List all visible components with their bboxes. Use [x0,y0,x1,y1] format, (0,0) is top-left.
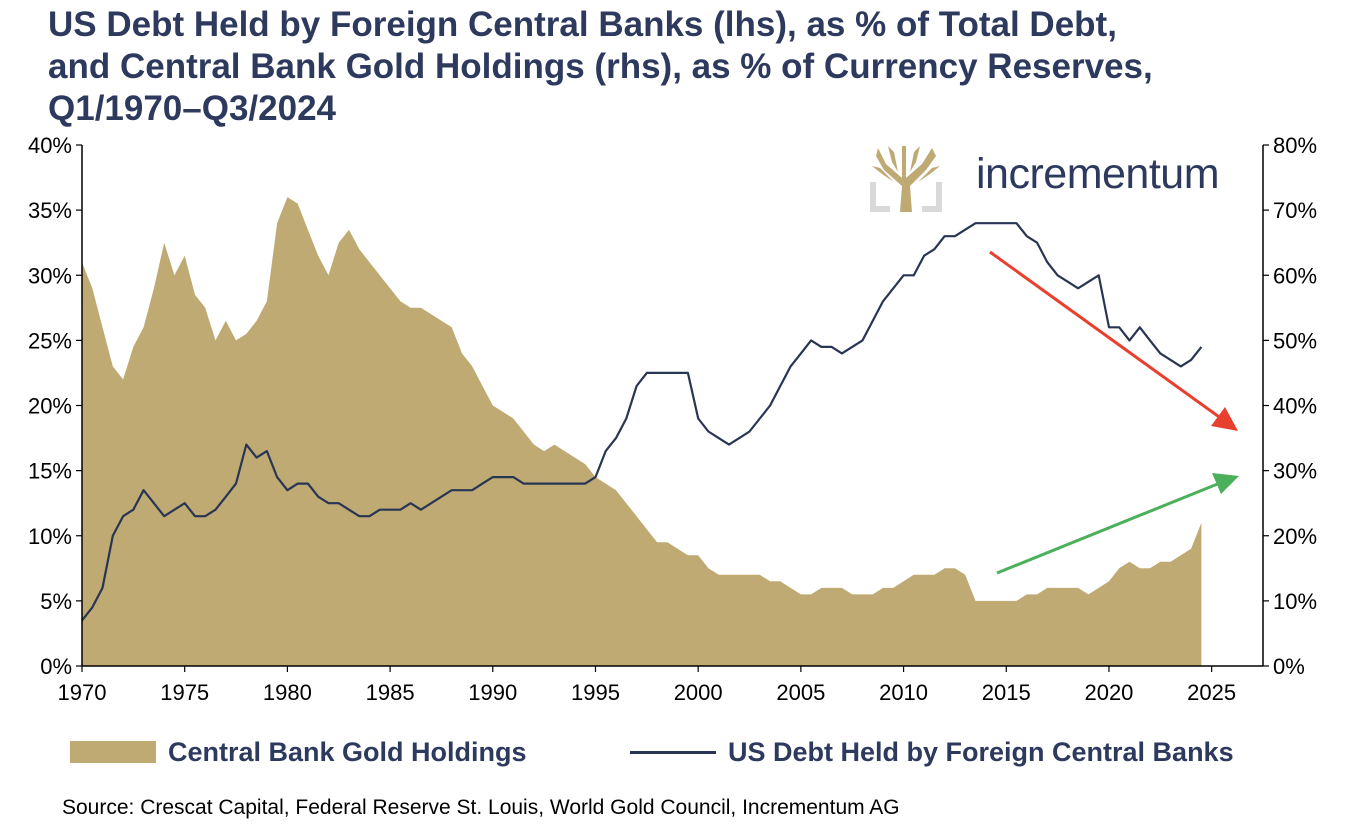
chart-title: US Debt Held by Foreign Central Banks (l… [48,4,1328,130]
y-right-tick-label: 20% [1273,524,1317,549]
y-left-tick-label: 5% [40,589,72,614]
legend-item-gold: Central Bank Gold Holdings [70,732,527,772]
x-tick-label: 1970 [58,680,107,705]
x-tick-label: 2020 [1084,680,1133,705]
y-left-tick-label: 35% [28,198,72,223]
y-left-tick-label: 30% [28,263,72,288]
logo-text: incrementum [976,150,1220,198]
legend-label-debt: US Debt Held by Foreign Central Banks [728,736,1234,767]
y-left-tick-label: 10% [28,524,72,549]
x-tick-label: 1980 [263,680,312,705]
y-left-tick-label: 20% [28,394,72,419]
source-note: Source: Crescat Capital, Federal Reserve… [62,796,900,819]
y-left-tick-label: 15% [28,459,72,484]
legend-item-debt: US Debt Held by Foreign Central Banks [630,732,1234,772]
x-tick-label: 2000 [674,680,723,705]
y-right-tick-label: 40% [1273,394,1317,419]
red-arrow-shaft [989,250,1223,421]
tree-icon [870,146,942,212]
chart-title-line-1: US Debt Held by Foreign Central Banks (l… [48,5,1117,44]
x-tick-label: 2015 [982,680,1031,705]
y-right-tick-label: 30% [1273,459,1317,484]
y-right-tick-label: 80% [1273,133,1317,158]
red-arrow-head [1211,407,1238,431]
gold-holdings-area [82,197,1202,666]
legend-label-gold: Central Bank Gold Holdings [168,736,527,767]
legend-swatch-debt [630,750,716,754]
gold-area-layer [82,197,1202,666]
annotation-arrows [989,250,1239,575]
x-tick-label: 1995 [571,680,620,705]
y-right-tick-label: 70% [1273,198,1317,223]
x-tick-label: 2010 [879,680,928,705]
x-tick-label: 2005 [776,680,825,705]
green-arrow-head [1212,473,1239,494]
incrementum-logo: incrementum [868,142,1268,218]
y-right-tick-label: 50% [1273,328,1317,353]
y-left-tick-label: 0% [40,654,72,679]
chart-title-line-2: and Central Bank Gold Holdings (rhs), as… [48,47,1153,86]
debt-line-layer [81,222,1203,622]
green-arrow-shaft [996,481,1221,575]
x-tick-label: 2025 [1187,680,1236,705]
y-left-tick-label: 25% [28,328,72,353]
x-tick-label: 1975 [160,680,209,705]
debt-held-line [81,222,1203,622]
legend-swatch-gold [70,741,156,763]
y-right-tick-label: 60% [1273,263,1317,288]
x-tick-label: 1985 [366,680,415,705]
y-right-tick-label: 0% [1273,654,1305,679]
y-right-tick-label: 10% [1273,589,1317,614]
y-left-tick-label: 40% [28,133,72,158]
chart-title-line-3: Q1/1970–Q3/2024 [48,89,337,128]
x-tick-label: 1990 [468,680,517,705]
axes-layer: 0% 5% 10% 15% 20% 25% 30% 35% 40% 0% 10% 20% 30% 40% 5… [28,133,1317,705]
